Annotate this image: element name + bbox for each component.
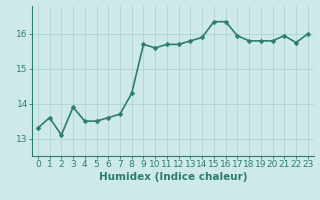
X-axis label: Humidex (Indice chaleur): Humidex (Indice chaleur) — [99, 172, 247, 182]
